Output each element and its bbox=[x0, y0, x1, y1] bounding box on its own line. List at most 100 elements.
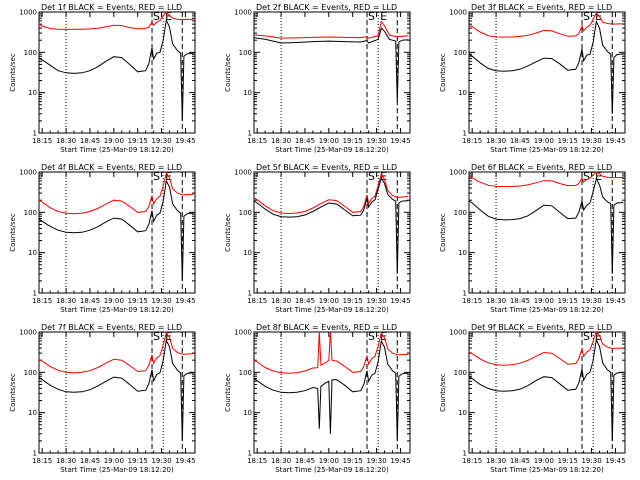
lld-series-line bbox=[468, 331, 624, 366]
y-tick-label: 100 bbox=[239, 369, 252, 377]
x-tick-label: 18:15 bbox=[462, 137, 482, 145]
y-tick-label: 100 bbox=[24, 49, 37, 57]
y-tick-label: 1 bbox=[33, 290, 37, 298]
x-tick-label: 19:30 bbox=[366, 457, 386, 465]
x-tick-label: 19:30 bbox=[581, 137, 601, 145]
x-tick-label: 19:15 bbox=[128, 297, 148, 305]
panel-title: Det 9f BLACK = Events, RED = LLD bbox=[471, 323, 612, 332]
x-tick-label: 19:45 bbox=[175, 137, 195, 145]
x-axis-label: Start Time (25-Mar-09 18:12:20) bbox=[490, 146, 604, 154]
x-tick-label: 18:30 bbox=[486, 457, 506, 465]
x-tick-label: 19:00 bbox=[319, 137, 339, 145]
x-tick-label: 19:00 bbox=[534, 457, 554, 465]
x-tick-label: 18:45 bbox=[80, 297, 100, 305]
y-tick-label: 10 bbox=[28, 249, 37, 257]
plot-frame bbox=[468, 331, 626, 454]
y-tick-label: 1000 bbox=[234, 169, 252, 177]
start-marker-label: S bbox=[153, 170, 160, 183]
x-axis-label: Start Time (25-Mar-09 18:12:20) bbox=[275, 466, 389, 474]
y-tick-label: 1000 bbox=[19, 9, 37, 17]
x-tick-label: 18:15 bbox=[462, 457, 482, 465]
lld-series-line bbox=[253, 20, 409, 39]
x-axis-label: Start Time (25-Mar-09 18:12:20) bbox=[60, 146, 174, 154]
plot-frame bbox=[253, 11, 411, 134]
y-tick-label: 10 bbox=[28, 409, 37, 417]
y-tick-label: 1 bbox=[248, 130, 252, 138]
x-tick-label: 19:30 bbox=[151, 137, 171, 145]
x-tick-label: 18:15 bbox=[32, 457, 52, 465]
y-tick-label: 100 bbox=[239, 49, 252, 57]
x-tick-label: 19:00 bbox=[319, 457, 339, 465]
x-tick-label: 19:45 bbox=[175, 297, 195, 305]
panel-title: Det 3f BLACK = Events, RED = LLD bbox=[471, 3, 612, 12]
panel-title: Det 7f BLACK = Events, RED = LLD bbox=[41, 323, 182, 332]
x-tick-label: 18:45 bbox=[510, 457, 530, 465]
x-axis-label: Start Time (25-Mar-09 18:12:20) bbox=[490, 466, 604, 474]
start-marker-label: S bbox=[583, 10, 590, 23]
lld-series-line bbox=[38, 11, 194, 30]
y-tick-label: 1000 bbox=[19, 169, 37, 177]
lld-series-line bbox=[468, 12, 624, 38]
x-tick-label: 19:15 bbox=[558, 137, 578, 145]
x-tick-label: 19:45 bbox=[605, 137, 625, 145]
y-tick-label: 1000 bbox=[19, 329, 37, 337]
y-tick-label: 10 bbox=[28, 89, 37, 97]
y-tick-label: 100 bbox=[454, 369, 467, 377]
plot-frame bbox=[468, 11, 626, 134]
x-tick-label: 18:30 bbox=[56, 137, 76, 145]
start-marker-label: S bbox=[368, 10, 375, 23]
y-tick-label: 1 bbox=[33, 450, 37, 458]
x-tick-label: 18:15 bbox=[247, 457, 267, 465]
end-marker-label: E bbox=[380, 10, 387, 23]
lld-series-line bbox=[468, 171, 624, 188]
y-tick-label: 10 bbox=[458, 249, 467, 257]
start-marker-label: S bbox=[153, 330, 160, 343]
y-tick-label: 1000 bbox=[449, 9, 467, 17]
y-tick-label: 1 bbox=[463, 450, 467, 458]
y-tick-label: 100 bbox=[454, 49, 467, 57]
x-tick-label: 19:15 bbox=[558, 297, 578, 305]
start-marker-label: S bbox=[583, 170, 590, 183]
x-tick-label: 18:45 bbox=[510, 137, 530, 145]
events-series-line bbox=[38, 179, 194, 281]
panel-title: Det 5f BLACK = Events, RED = LLD bbox=[256, 163, 397, 172]
x-tick-label: 18:15 bbox=[462, 297, 482, 305]
x-tick-label: 18:30 bbox=[486, 297, 506, 305]
events-series-line bbox=[253, 27, 409, 102]
x-tick-label: 19:45 bbox=[390, 137, 410, 145]
x-tick-label: 19:30 bbox=[366, 297, 386, 305]
x-tick-label: 18:30 bbox=[56, 457, 76, 465]
x-tick-label: 18:45 bbox=[295, 137, 315, 145]
end-marker-label: E bbox=[380, 170, 387, 183]
y-tick-label: 1 bbox=[463, 130, 467, 138]
y-tick-label: 1 bbox=[248, 450, 252, 458]
lld-series-line bbox=[253, 172, 409, 215]
end-marker-label: E bbox=[595, 10, 602, 23]
events-series-line bbox=[468, 177, 624, 274]
x-axis-label: Start Time (25-Mar-09 18:12:20) bbox=[490, 306, 604, 314]
end-marker-label: E bbox=[595, 170, 602, 183]
x-tick-label: 19:45 bbox=[390, 457, 410, 465]
x-tick-label: 19:45 bbox=[390, 297, 410, 305]
lld-series-line bbox=[253, 331, 409, 374]
x-tick-label: 18:30 bbox=[271, 137, 291, 145]
plot-frame bbox=[38, 171, 196, 294]
x-tick-label: 19:15 bbox=[558, 457, 578, 465]
x-tick-label: 19:00 bbox=[104, 457, 124, 465]
y-axis-label: Counts/sec bbox=[224, 53, 232, 92]
start-marker-label: S bbox=[368, 330, 375, 343]
events-series-line bbox=[38, 338, 194, 441]
y-tick-label: 100 bbox=[24, 369, 37, 377]
y-axis-label: Counts/sec bbox=[439, 373, 447, 412]
y-tick-label: 1 bbox=[33, 130, 37, 138]
x-tick-label: 19:00 bbox=[534, 297, 554, 305]
x-tick-label: 19:30 bbox=[151, 297, 171, 305]
x-tick-label: 18:45 bbox=[80, 137, 100, 145]
x-tick-label: 19:30 bbox=[366, 137, 386, 145]
panel-title: Det 2f BLACK = Events, RED = LLD bbox=[256, 3, 397, 12]
